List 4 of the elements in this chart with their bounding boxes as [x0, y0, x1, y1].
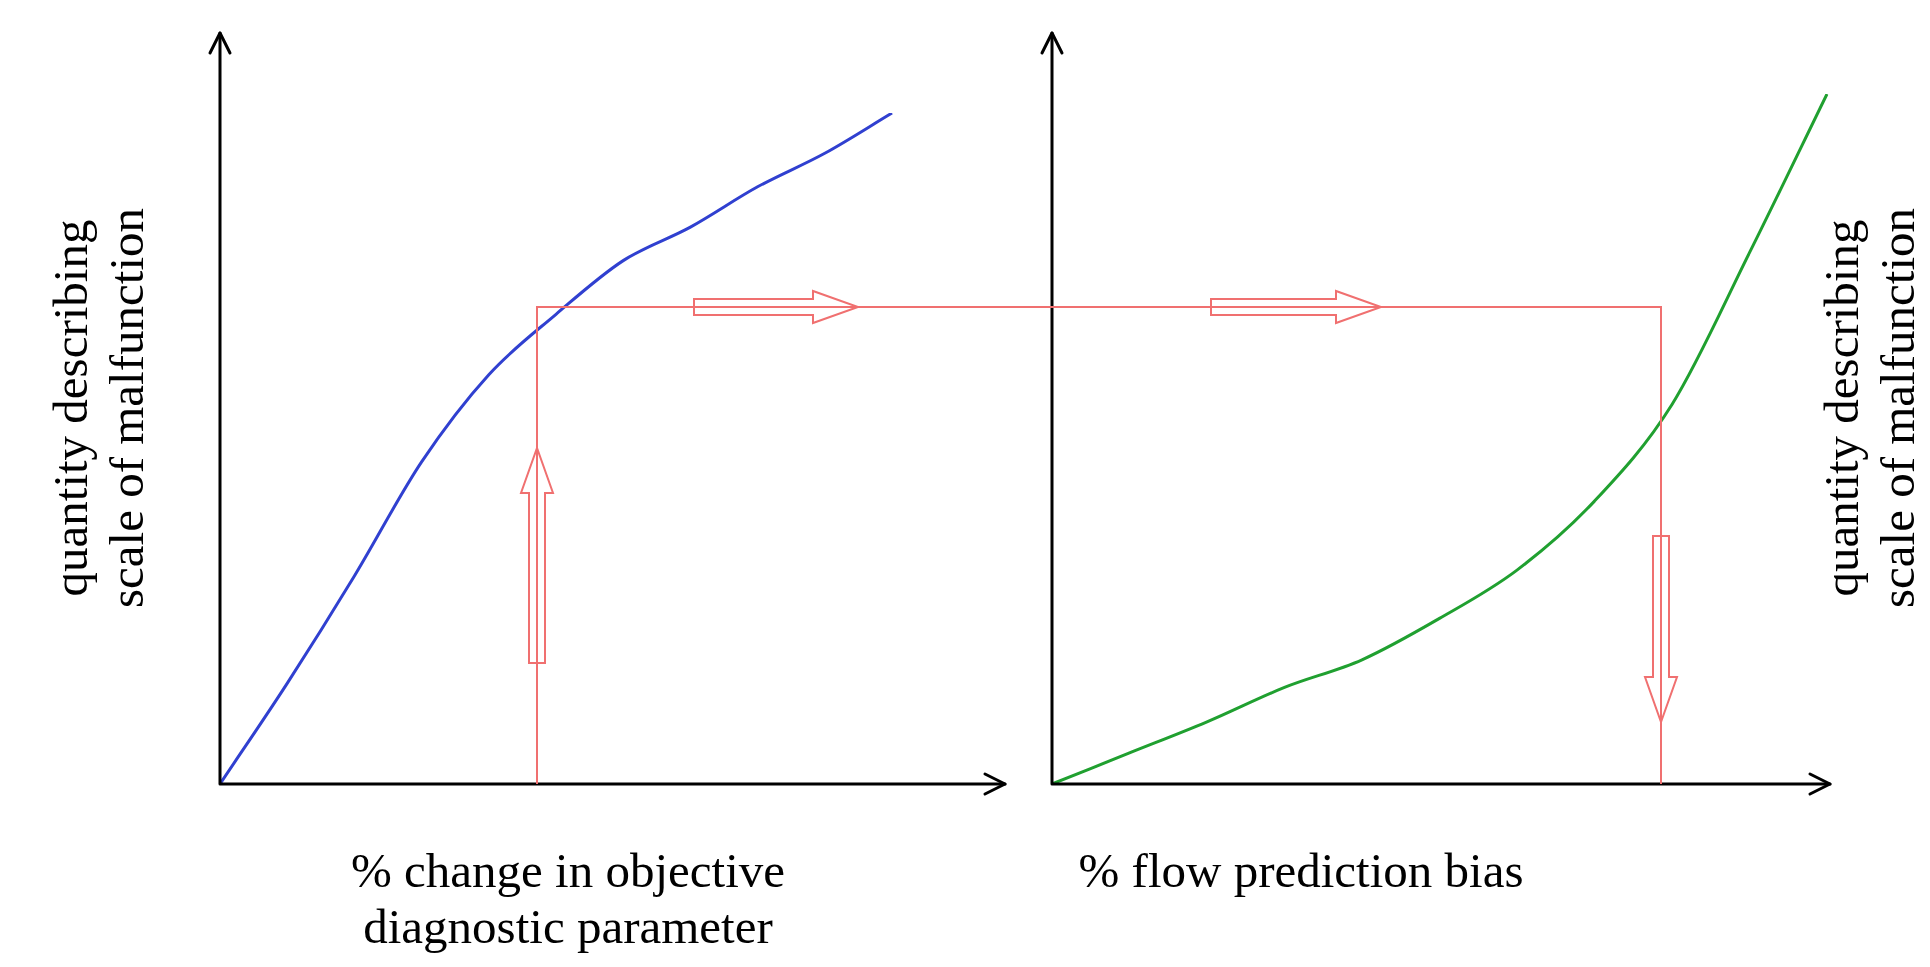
y-axis-title: quantity describing scale of malfunction	[43, 207, 156, 610]
x-axis-title: % change in objective diagnostic parameter	[350, 843, 786, 956]
x-axis-title: % flow prediction bias	[1077, 843, 1525, 900]
y2-axis-title: quantity describing scale of malfunction	[1814, 207, 1927, 610]
